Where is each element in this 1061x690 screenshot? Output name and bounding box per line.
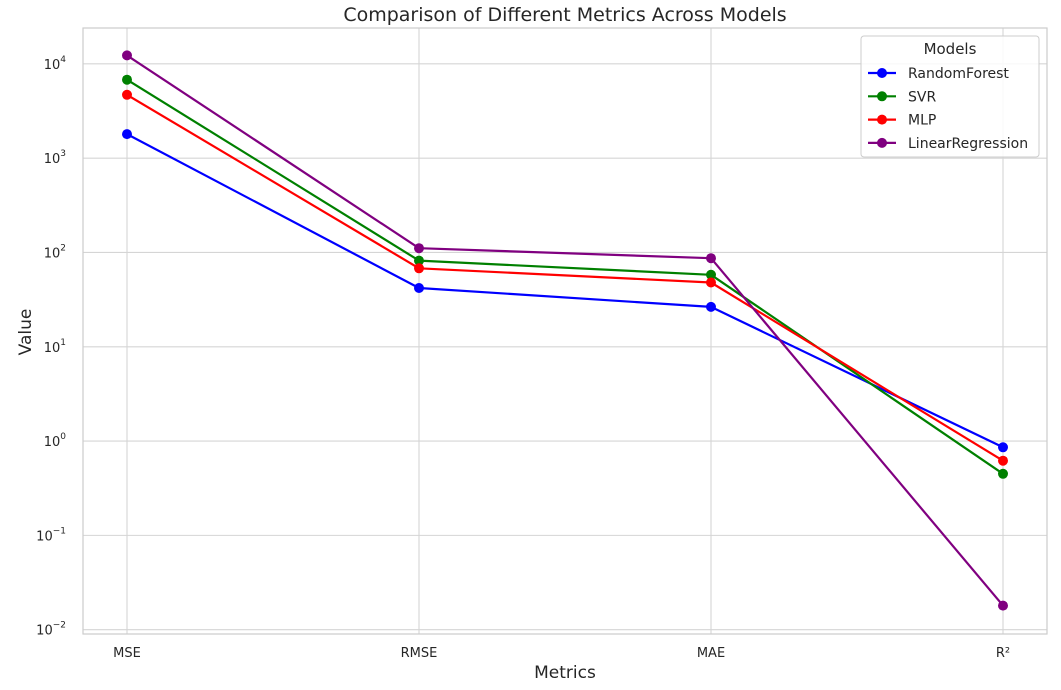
legend-label: SVR bbox=[908, 89, 936, 105]
data-point bbox=[706, 301, 716, 312]
legend-marker bbox=[877, 68, 887, 78]
legend-label: LinearRegression bbox=[908, 136, 1028, 152]
data-point bbox=[414, 243, 424, 254]
y-tick-label: 10−1 bbox=[36, 526, 66, 544]
data-point bbox=[998, 455, 1008, 466]
y-tick-label: 10−2 bbox=[36, 621, 66, 639]
data-point bbox=[998, 600, 1008, 611]
legend-marker bbox=[877, 91, 887, 102]
series-line bbox=[126, 78, 1004, 475]
y-axis-label: Value bbox=[16, 309, 36, 356]
series-line bbox=[126, 54, 1004, 607]
legend-entry: LinearRegression bbox=[868, 136, 1028, 152]
x-tick-label: RMSE bbox=[401, 646, 438, 661]
data-point bbox=[414, 255, 424, 266]
x-tick-label: MAE bbox=[697, 646, 725, 661]
legend: Models RandomForest SVR MLP LinearRegressio… bbox=[860, 35, 1040, 158]
data-point bbox=[414, 263, 424, 274]
x-tick-label: R² bbox=[996, 646, 1010, 661]
data-point bbox=[706, 269, 716, 280]
data-point bbox=[706, 277, 716, 288]
series-svr bbox=[122, 74, 1008, 479]
x-tick-label: MSE bbox=[113, 646, 141, 661]
y-tick-label: 100 bbox=[44, 432, 67, 450]
y-tick-label: 101 bbox=[44, 338, 66, 356]
data-point bbox=[122, 50, 132, 61]
plot-frame bbox=[82, 27, 1048, 635]
legend-label: RandomForest bbox=[908, 66, 1009, 82]
legend-title: Models bbox=[924, 40, 977, 58]
legend-marker bbox=[877, 114, 887, 125]
series-layer bbox=[122, 50, 1008, 611]
series-linearregression bbox=[122, 50, 1008, 611]
legend-items: RandomForest SVR MLP LinearRegression bbox=[868, 66, 1028, 152]
legend-marker bbox=[877, 137, 887, 148]
x-tick-labels: MSE RMSE MAE R² bbox=[113, 646, 1010, 661]
legend-label: MLP bbox=[908, 113, 936, 129]
data-point bbox=[122, 129, 132, 140]
data-point bbox=[122, 89, 132, 100]
chart-title: Comparison of Different Metrics Across M… bbox=[343, 4, 786, 26]
data-point bbox=[122, 74, 132, 85]
y-tick-label: 102 bbox=[44, 243, 66, 261]
legend-entry: SVR bbox=[868, 89, 936, 105]
series-line bbox=[126, 133, 1004, 449]
data-point bbox=[998, 468, 1008, 479]
data-point bbox=[998, 442, 1008, 453]
legend-entry: MLP bbox=[868, 113, 936, 129]
y-tick-label: 104 bbox=[44, 55, 67, 73]
y-tick-label: 103 bbox=[44, 149, 66, 167]
data-point bbox=[706, 253, 716, 264]
legend-entry: RandomForest bbox=[868, 66, 1009, 82]
y-tick-labels: 10−2 10−1 100 101 102 103 104 bbox=[36, 55, 66, 639]
series-mlp bbox=[122, 89, 1008, 466]
series-randomforest bbox=[122, 129, 1008, 453]
data-point bbox=[414, 283, 424, 293]
x-axis-label: Metrics bbox=[534, 663, 596, 683]
legend-box bbox=[860, 35, 1040, 158]
series-line bbox=[126, 93, 1004, 462]
